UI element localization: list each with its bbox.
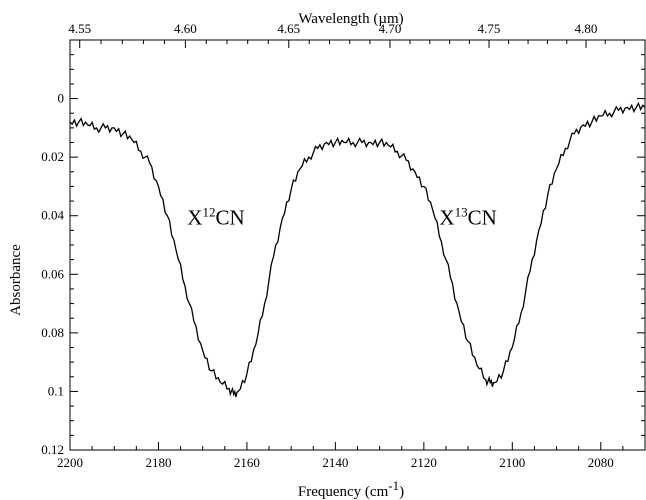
x-tick-label: 2080: [588, 455, 614, 470]
top-tick-label: 4.80: [575, 21, 598, 36]
x-tick-label: 2100: [499, 455, 525, 470]
peak-label-12cn: X12CN: [187, 205, 244, 230]
peak-label-superscript: 13: [455, 205, 468, 220]
bottom-axis-ticks: 2200 2180 2160 2140 2120 2100 2080: [57, 442, 646, 470]
x-axis-title-close: ): [399, 484, 404, 500]
absorbance-series-line: [69, 101, 646, 398]
x-axis-title-superscript: -1: [388, 478, 399, 493]
x-tick-label: 2120: [411, 455, 437, 470]
x-tick-label: 2200: [57, 455, 83, 470]
series-layer: [69, 101, 646, 398]
peak-label-rest: CN: [468, 206, 497, 230]
top-tick-label: 4.60: [174, 21, 197, 36]
y-tick-label: 0.02: [41, 149, 64, 164]
left-axis-ticks: 0 0.02 0.04 0.06 0.08 0.1 0.12: [41, 39, 645, 457]
y-tick-label: 0.06: [41, 266, 64, 281]
top-tick-label: 4.75: [478, 21, 501, 36]
top-axis-ticks: 4.55 4.60 4.65 4.70 4.75 4.80: [68, 21, 625, 48]
peak-label-superscript: 12: [202, 205, 215, 220]
plot-frame: [69, 39, 646, 451]
y-tick-label: 0.1: [48, 383, 64, 398]
annotation-layer: X12CN X13CN: [187, 205, 496, 230]
peak-label-base: X: [187, 206, 202, 230]
y-tick-label: 0: [58, 91, 65, 106]
y-tick-label: 0.08: [41, 325, 64, 340]
x-axis-title-main: Frequency (cm: [298, 484, 389, 500]
top-tick-label: 4.70: [379, 21, 402, 36]
peak-label-base: X: [439, 206, 454, 230]
y-axis-title: Absorbance: [8, 244, 24, 316]
top-axis-title: Wavelength (µm): [298, 11, 403, 27]
top-tick-label: 4.65: [277, 21, 300, 36]
x-tick-label: 2180: [145, 455, 171, 470]
y-tick-label: 0.12: [41, 442, 64, 457]
x-axis-title: Frequency (cm-1): [298, 478, 404, 500]
top-tick-label: 4.55: [68, 21, 91, 36]
peak-label-rest: CN: [215, 206, 244, 230]
x-tick-label: 2160: [234, 455, 260, 470]
y-tick-label: 0.04: [41, 208, 64, 223]
peak-label-13cn: X13CN: [439, 205, 496, 230]
x-tick-label: 2140: [322, 455, 348, 470]
